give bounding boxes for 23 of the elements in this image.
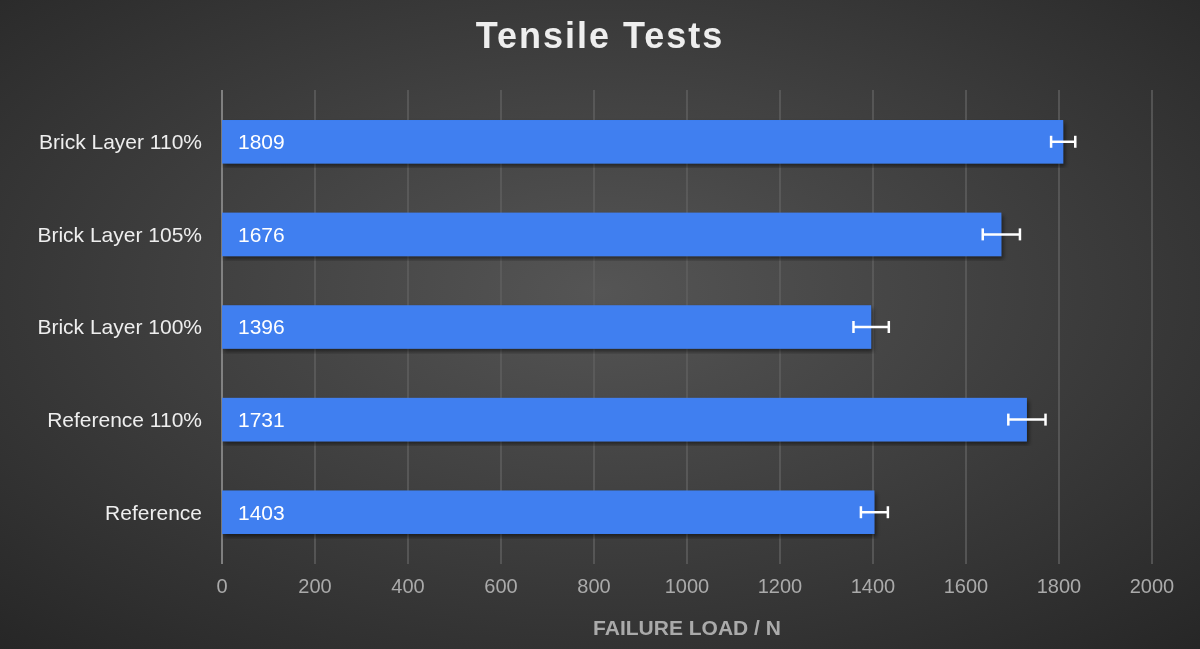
x-tick-label: 1200 — [757, 575, 803, 597]
x-tick-label: 800 — [577, 575, 611, 597]
x-tick-label: 1600 — [943, 575, 989, 597]
data-label: 1809 — [238, 130, 285, 154]
x-tick-label: 600 — [484, 575, 518, 597]
x-tick-label: 1000 — [664, 575, 710, 597]
data-label: 1396 — [238, 315, 285, 339]
data-label: 1731 — [238, 407, 285, 431]
x-axis-title: FAILURE LOAD / N — [593, 616, 781, 639]
y-tick-label: Reference — [105, 500, 202, 524]
x-tick-label: 200 — [298, 575, 332, 597]
data-label: 1403 — [238, 500, 285, 524]
data-label: 1676 — [238, 222, 285, 246]
x-tick-label: 1800 — [1036, 575, 1082, 597]
chart-title: Tensile Tests — [475, 15, 725, 56]
y-tick-label: Brick Layer 100% — [37, 315, 202, 339]
x-tick-label: 1400 — [850, 575, 896, 597]
y-tick-label: Brick Layer 110% — [38, 130, 202, 154]
x-tick-label: 2000 — [1129, 575, 1175, 597]
x-tick-label: 0 — [216, 575, 228, 597]
x-tick-label: 400 — [391, 575, 425, 597]
y-tick-label: Brick Layer 105% — [37, 222, 202, 246]
y-tick-label: Reference 110% — [47, 407, 202, 431]
